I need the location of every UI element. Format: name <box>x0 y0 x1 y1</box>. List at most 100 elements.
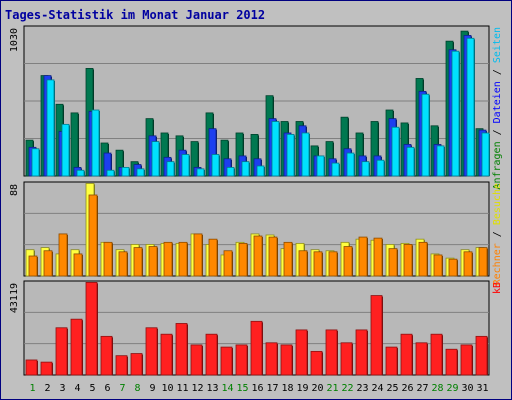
x-tick-label: 15 <box>236 383 248 394</box>
bar-rechner <box>433 254 443 277</box>
x-tick-label: 21 <box>326 383 338 394</box>
bar-kb <box>265 342 278 376</box>
series-legend: kB <box>492 282 503 294</box>
bar-seiten <box>76 169 85 177</box>
x-tick-label: 11 <box>176 383 188 394</box>
bar-kb <box>40 361 53 376</box>
bar-rechner <box>388 248 398 277</box>
chart-title: Tages-Statistik im Monat Januar 2012 <box>5 8 265 22</box>
bar-seiten <box>331 162 340 177</box>
bar-kb <box>400 333 413 376</box>
bar-seiten <box>91 109 100 177</box>
bar-rechner <box>268 236 278 277</box>
bar-seiten <box>151 141 160 177</box>
x-tick-label: 26 <box>401 383 413 394</box>
chart-panels: 1030 Anfragen / Dateien / Seiten 88 Rechner… <box>9 25 503 376</box>
bar-seiten <box>61 123 70 177</box>
series-seiten <box>31 37 490 177</box>
bar-rechner <box>223 250 233 277</box>
bar-rechner <box>163 241 173 277</box>
bar-rechner <box>253 235 263 277</box>
x-tick-label: 6 <box>104 383 110 394</box>
bar-kb <box>85 282 98 376</box>
bar-seiten <box>226 166 235 177</box>
bar-seiten <box>256 165 265 177</box>
bar-kb <box>295 329 308 376</box>
series-legend: Rechner / Besuche <box>492 183 503 285</box>
bar-seiten <box>391 126 400 177</box>
series-rechner <box>28 194 488 277</box>
besuche-panel: 88 Rechner / Besuche <box>9 181 503 285</box>
legend-entry: Rechner <box>492 243 503 285</box>
bar-rechner <box>178 241 188 277</box>
bar-seiten <box>376 159 385 177</box>
bar-kb <box>145 327 158 376</box>
bar-seiten <box>181 154 190 177</box>
x-tick-label: 27 <box>416 383 428 394</box>
x-tick-label: 16 <box>251 383 263 394</box>
legend-entry: kB <box>492 282 503 294</box>
bar-anfragen <box>70 112 79 177</box>
bar-rechner <box>118 251 128 277</box>
x-tick-label: 8 <box>134 383 140 394</box>
bar-rechner <box>28 255 38 277</box>
x-tick-label: 1 <box>29 383 35 394</box>
bar-rechner <box>313 251 323 277</box>
bar-kb <box>100 335 113 376</box>
legend-entry: Dateien <box>492 81 503 123</box>
bar-kb <box>445 348 458 376</box>
bar-rechner <box>193 233 203 277</box>
x-tick-label: 31 <box>476 383 488 394</box>
bar-kb <box>355 329 368 376</box>
x-tick-label: 18 <box>281 383 293 394</box>
bar-rechner <box>43 250 53 277</box>
x-tick-label: 28 <box>431 383 443 394</box>
bar-seiten <box>301 132 310 177</box>
bar-seiten <box>346 152 355 177</box>
bar-rechner <box>448 258 458 277</box>
bar-kb <box>235 344 248 376</box>
x-tick-label: 4 <box>74 383 80 394</box>
x-tick-label: 19 <box>296 383 308 394</box>
bar-kb <box>460 344 473 376</box>
legend-entry: Anfragen <box>492 141 503 189</box>
bar-rechner <box>478 247 488 277</box>
bar-kb <box>280 344 293 376</box>
x-tick-label: 23 <box>356 383 368 394</box>
bar-seiten <box>196 168 205 177</box>
legend-entry: Seiten <box>492 27 503 63</box>
series-legend: Anfragen / Dateien / Seiten <box>492 27 503 190</box>
bar-rechner <box>298 250 308 277</box>
x-tick-label: 5 <box>89 383 95 394</box>
bar-rechner <box>58 233 68 277</box>
bar-rechner <box>358 236 368 277</box>
bar-seiten <box>31 148 40 177</box>
x-tick-label: 3 <box>59 383 65 394</box>
bar-seiten <box>106 169 115 177</box>
bar-kb <box>55 327 68 376</box>
bar-rechner <box>103 241 113 277</box>
bar-kb <box>310 350 323 376</box>
bar-kb <box>385 346 398 376</box>
bar-kb <box>175 323 188 376</box>
bar-rechner <box>238 242 248 277</box>
bar-kb <box>70 318 83 376</box>
bar-seiten <box>466 37 475 177</box>
bar-rechner <box>133 247 143 277</box>
x-tick-label: 20 <box>311 383 323 394</box>
x-tick-label: 10 <box>161 383 173 394</box>
kb-panel: 43119 kB <box>9 280 503 376</box>
legend-entry: / <box>492 123 503 141</box>
bar-kb <box>160 333 173 376</box>
bar-seiten <box>406 146 415 177</box>
bar-kb <box>475 335 488 376</box>
legend-entry: Besuche <box>492 183 503 225</box>
bar-seiten <box>271 121 280 177</box>
bar-seiten <box>436 145 445 177</box>
bar-kb <box>430 333 443 376</box>
bar-seiten <box>46 79 55 177</box>
bar-kb <box>220 346 233 376</box>
bar-kb <box>325 329 338 376</box>
bar-rechner <box>373 237 383 277</box>
